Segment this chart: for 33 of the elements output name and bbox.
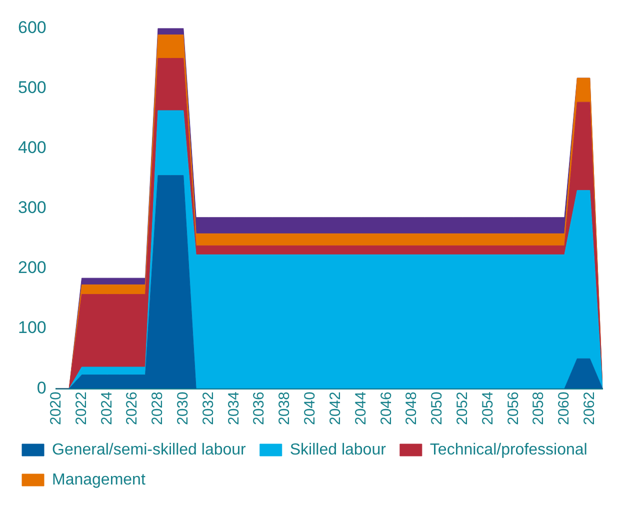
x-tick-label: 2048 [403, 392, 420, 426]
y-tick-label: 100 [18, 318, 46, 338]
x-tick-label: 2062 [581, 392, 598, 426]
x-tick-label: 2040 [302, 392, 319, 426]
y-tick-label: 400 [18, 138, 46, 158]
x-tick-label: 2044 [352, 392, 370, 426]
legend-label: Management [52, 471, 146, 488]
x-tick-label: 2042 [326, 392, 344, 426]
legend-label: Skilled labour [290, 441, 387, 458]
x-tick-label: 2054 [479, 392, 496, 426]
y-tick-label: 200 [18, 258, 46, 278]
x-tick-label: 2056 [504, 392, 522, 426]
legend-label: Technical/professional [430, 441, 588, 458]
x-tick-label: 2038 [276, 392, 294, 426]
x-tick-label: 2058 [530, 392, 548, 426]
x-tick-label: 2026 [124, 392, 141, 426]
x-tick-label: 2060 [556, 392, 573, 426]
y-tick-label: 500 [18, 78, 46, 97]
x-tick-label: 2036 [250, 392, 268, 426]
x-tick-label: 2030 [174, 392, 192, 426]
x-tick-label: 2050 [428, 392, 446, 426]
y-tick-label: 600 [18, 18, 46, 37]
x-tick-label: 2022 [72, 392, 90, 426]
x-tick-label: 2046 [378, 392, 395, 426]
x-tick-label: 2028 [149, 392, 166, 426]
x-tick-label: 2032 [200, 392, 217, 426]
x-tick-label: 2024 [98, 392, 116, 426]
x-tick-label: 2020 [48, 392, 65, 426]
y-tick-label: 0 [36, 378, 46, 398]
x-tick-label: 2052 [454, 392, 471, 426]
x-tick-label: 2034 [225, 392, 242, 426]
y-tick-label: 300 [18, 198, 46, 218]
legend-label: General/semi-skilled labour [52, 441, 247, 458]
